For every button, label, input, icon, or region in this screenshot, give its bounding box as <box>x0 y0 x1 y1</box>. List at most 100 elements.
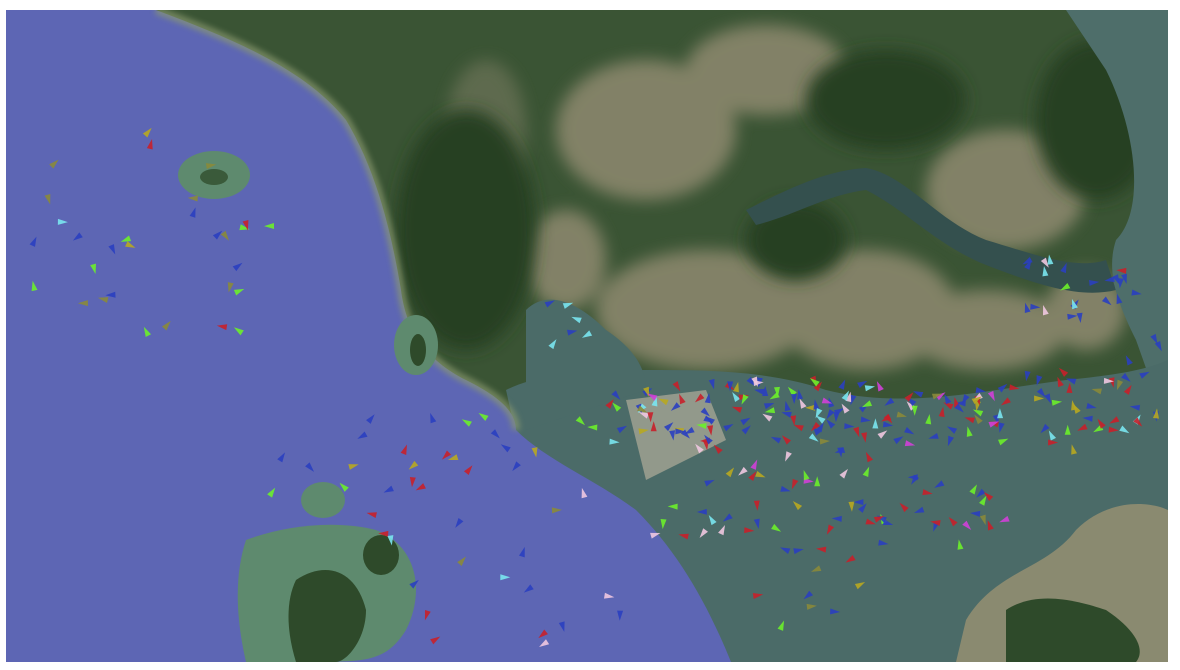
vessel-marker-cyan[interactable] <box>808 433 821 444</box>
vessel-marker-blue[interactable] <box>1117 278 1124 289</box>
vessel-marker-red[interactable] <box>824 524 835 536</box>
vessel-marker-green[interactable] <box>861 400 873 410</box>
vessel-marker-red[interactable] <box>744 527 755 534</box>
vessel-marker-olive[interactable] <box>551 507 562 514</box>
vessel-marker-cyan[interactable] <box>706 513 717 526</box>
vessel-marker-pink[interactable] <box>751 376 760 389</box>
vessel-marker-green[interactable] <box>337 481 349 492</box>
vessel-marker-blue[interactable] <box>1089 279 1100 286</box>
vessel-marker-pink[interactable] <box>650 530 661 539</box>
vessel-marker-pink[interactable] <box>1040 304 1049 316</box>
vessel-marker-yellow[interactable] <box>348 462 359 470</box>
vessel-marker-green[interactable] <box>801 469 810 481</box>
vessel-marker-blue[interactable] <box>1129 403 1141 411</box>
vessel-marker-blue[interactable] <box>1086 402 1097 411</box>
vessel-marker-blue[interactable] <box>611 390 622 401</box>
vessel-marker-blue[interactable] <box>1082 415 1093 422</box>
vessel-marker-blue[interactable] <box>746 376 758 388</box>
vessel-marker-green[interactable] <box>786 385 797 397</box>
vessel-marker-blue[interactable] <box>783 400 791 412</box>
vessel-marker-olive[interactable] <box>931 391 943 400</box>
vessel-marker-yellow[interactable] <box>725 466 737 478</box>
vessel-marker-cyan[interactable] <box>814 413 826 424</box>
vessel-marker-blue[interactable] <box>518 546 528 558</box>
vessel-marker-blue[interactable] <box>824 409 835 421</box>
vessel-marker-green[interactable] <box>90 263 98 275</box>
vessel-marker-red[interactable] <box>1076 423 1088 434</box>
vessel-marker-green[interactable] <box>696 422 707 429</box>
vessel-marker-blue[interactable] <box>954 403 965 415</box>
vessel-marker-red[interactable] <box>672 381 683 393</box>
vessel-marker-green[interactable] <box>814 476 821 487</box>
vessel-marker-red[interactable] <box>816 546 827 553</box>
vessel-marker-blue[interactable] <box>1123 354 1133 366</box>
vessel-marker-blue[interactable] <box>1065 376 1077 385</box>
vessel-marker-red[interactable] <box>1055 376 1064 388</box>
vessel-marker-blue[interactable] <box>741 423 752 435</box>
vessel-marker-yellow[interactable] <box>1071 402 1081 414</box>
vessel-marker-blue[interactable] <box>1131 289 1142 297</box>
vessel-marker-green[interactable] <box>575 416 587 427</box>
vessel-marker-blue[interactable] <box>942 393 952 405</box>
vessel-marker-red[interactable] <box>985 519 994 531</box>
vessel-marker-blue[interactable] <box>29 235 40 247</box>
vessel-marker-blue[interactable] <box>108 244 118 256</box>
vessel-marker-magenta[interactable] <box>821 397 833 407</box>
vessel-marker-red[interactable] <box>242 220 251 231</box>
vessel-marker-blue[interactable] <box>857 378 869 389</box>
vessel-marker-cyan[interactable] <box>609 438 620 446</box>
vessel-marker-yellow[interactable] <box>1152 408 1160 419</box>
vessel-marker-blue[interactable] <box>544 298 557 308</box>
vessel-marker-cyan[interactable] <box>872 418 879 429</box>
vessel-marker-yellow[interactable] <box>643 386 652 398</box>
vessel-marker-blue[interactable] <box>959 394 970 406</box>
vessel-marker-yellow[interactable] <box>1034 395 1045 402</box>
vessel-marker-green[interactable] <box>120 235 132 245</box>
vessel-marker-blue[interactable] <box>913 506 925 516</box>
vessel-marker-olive[interactable] <box>1091 386 1102 395</box>
vessel-marker-blue[interactable] <box>1121 373 1132 384</box>
vessel-marker-yellow[interactable] <box>755 471 766 480</box>
vessel-marker-blue[interactable] <box>680 429 692 440</box>
vessel-marker-blue[interactable] <box>974 488 986 500</box>
vessel-marker-pink[interactable] <box>693 442 704 454</box>
vessel-marker-cyan[interactable] <box>997 408 1004 419</box>
vessel-marker-blue[interactable] <box>834 447 846 456</box>
vessel-marker-olive[interactable] <box>77 300 88 307</box>
vessel-marker-yellow[interactable] <box>407 460 419 472</box>
vessel-marker-blue[interactable] <box>105 291 116 299</box>
vessel-marker-yellow[interactable] <box>971 394 984 405</box>
vessel-marker-cyan[interactable] <box>57 218 68 225</box>
vessel-marker-green[interactable] <box>1064 424 1071 435</box>
vessel-marker-blue[interactable] <box>779 545 791 555</box>
vessel-marker-olive[interactable] <box>205 162 217 170</box>
vessel-marker-red[interactable] <box>1116 267 1127 274</box>
vessel-marker-olive[interactable] <box>161 319 173 331</box>
vessel-marker-cyan[interactable] <box>570 314 582 324</box>
vessel-marker-cyan[interactable] <box>548 337 559 350</box>
vessel-marker-red[interactable] <box>650 421 657 432</box>
vessel-marker-blue[interactable] <box>189 206 199 218</box>
vessel-marker-red[interactable] <box>146 138 155 150</box>
vessel-marker-green[interactable] <box>1051 399 1063 406</box>
vessel-marker-red[interactable] <box>748 469 759 482</box>
vessel-marker-red[interactable] <box>676 393 686 405</box>
vessel-marker-blue[interactable] <box>702 433 713 445</box>
vessel-marker-magenta[interactable] <box>998 515 1010 525</box>
vessel-marker-red[interactable] <box>1108 416 1120 426</box>
vessel-marker-blue[interactable] <box>826 396 835 408</box>
vessel-marker-blue[interactable] <box>770 434 782 444</box>
vessel-marker-green[interactable] <box>965 426 973 437</box>
vessel-marker-olive[interactable] <box>187 195 198 202</box>
vessel-marker-red[interactable] <box>938 406 946 418</box>
vessel-marker-blue[interactable] <box>1112 274 1123 286</box>
vessel-marker-green[interactable] <box>808 376 820 387</box>
vessel-marker-yellow[interactable] <box>531 447 540 458</box>
vessel-marker-magenta[interactable] <box>987 390 998 403</box>
vessel-marker-red[interactable] <box>964 415 975 424</box>
vessel-marker-blue[interactable] <box>1101 296 1114 307</box>
vessel-marker-pink[interactable] <box>797 397 807 409</box>
vessel-marker-red[interactable] <box>863 451 873 463</box>
vessel-marker-red[interactable] <box>409 477 416 488</box>
vessel-marker-blue[interactable] <box>566 328 578 336</box>
